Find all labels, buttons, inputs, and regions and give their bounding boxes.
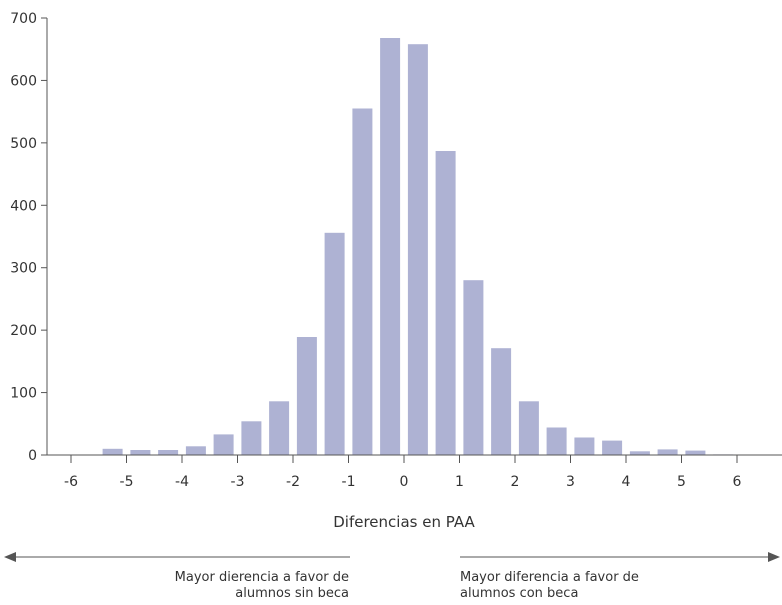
left-arrow-head (4, 552, 16, 562)
x-tick-label: -2 (286, 474, 300, 490)
bar (574, 437, 595, 455)
y-tick-label: 300 (10, 261, 37, 277)
bar (158, 450, 179, 455)
bars-group (102, 38, 734, 455)
x-tick-label: -3 (231, 474, 245, 490)
x-tick-label: 4 (622, 474, 631, 490)
y-tick-label: 100 (10, 386, 37, 402)
y-ticks-group: 0 100 200 300 400 500 600 700 (10, 11, 47, 464)
x-tick-label: 3 (566, 474, 575, 490)
bar (629, 451, 650, 455)
y-tick-label: 500 (10, 136, 37, 152)
x-ticks-group: -6 -5 -4 -3 -2 -1 0 1 2 3 4 5 6 (64, 455, 742, 490)
direction-arrows (4, 552, 780, 562)
y-tick-label: 0 (28, 448, 37, 464)
left-annotation-line-2: alumnos sin beca (235, 586, 349, 601)
bar (463, 280, 484, 455)
bar (130, 450, 151, 455)
y-tick-label: 200 (10, 323, 37, 339)
y-tick-label: 600 (10, 73, 37, 89)
right-annotation: Mayor diferencia a favor de alumnos con … (460, 570, 639, 602)
bar (518, 401, 539, 455)
x-tick-label: -6 (64, 474, 78, 490)
y-tick-label: 700 (10, 11, 37, 27)
right-annotation-line-1: Mayor diferencia a favor de (460, 570, 639, 585)
bar (546, 427, 567, 455)
bar (324, 232, 345, 455)
bar (602, 440, 623, 455)
y-tick-label: 400 (10, 198, 37, 214)
bar (296, 337, 317, 455)
bar (213, 434, 234, 455)
bar (352, 108, 373, 455)
bar (685, 450, 706, 455)
bar (407, 44, 428, 455)
x-tick-label: -4 (175, 474, 189, 490)
bar (102, 448, 123, 455)
x-tick-label: 2 (511, 474, 520, 490)
bar (491, 348, 512, 455)
x-tick-label: 5 (677, 474, 686, 490)
left-annotation-line-1: Mayor dierencia a favor de (174, 570, 349, 585)
x-tick-label: -1 (342, 474, 356, 490)
bar (435, 151, 456, 455)
bar (185, 446, 206, 455)
x-tick-label: -5 (120, 474, 134, 490)
x-axis-title: Diferencias en PAA (333, 513, 475, 531)
right-annotation-line-2: alumnos con beca (460, 586, 579, 601)
bar (380, 38, 401, 455)
bar (657, 449, 678, 455)
left-annotation: Mayor dierencia a favor de alumnos sin b… (175, 570, 349, 602)
bar (241, 421, 262, 455)
right-arrow-head (768, 552, 780, 562)
x-tick-label: 1 (455, 474, 464, 490)
x-tick-label: 6 (733, 474, 742, 490)
x-tick-label: 0 (400, 474, 409, 490)
bar (269, 401, 290, 455)
